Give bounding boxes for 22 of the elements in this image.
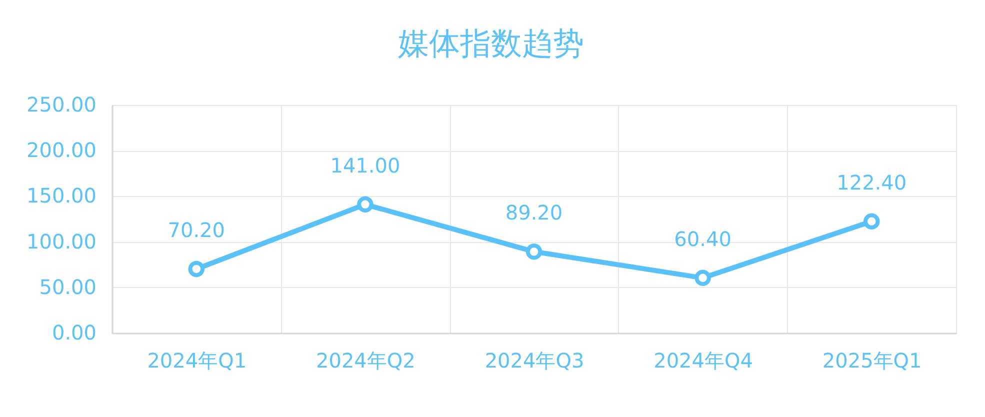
- x-tick-label: 2024年Q2: [316, 348, 416, 372]
- point: [526, 244, 542, 260]
- data-label: 141.00: [330, 153, 400, 178]
- y-tick-label: 0.00: [52, 320, 96, 344]
- y-tick-label: 250.00: [26, 92, 96, 116]
- point: [357, 196, 374, 213]
- data-label: 89.20: [505, 200, 563, 225]
- y-tick-label: 100.00: [26, 229, 96, 254]
- y-tick-label: 200.00: [26, 138, 96, 162]
- point: [694, 270, 711, 286]
- x-tick-label: 2024年Q4: [654, 348, 753, 372]
- y-tick-label: 150.00: [26, 184, 96, 208]
- chart-title: 媒体指数趋势: [398, 26, 584, 62]
- x-tick-label: 2024年Q1: [147, 348, 247, 372]
- x-tick-label: 2025年Q1: [822, 348, 922, 372]
- y-tick-label: 50.00: [39, 274, 96, 299]
- data-label: 60.40: [674, 226, 732, 251]
- data-label: 70.20: [168, 218, 226, 242]
- point: [863, 213, 880, 230]
- x-tick-label: 2024年Q3: [484, 348, 584, 372]
- point: [188, 260, 205, 278]
- data-label: 122.40: [836, 170, 907, 194]
